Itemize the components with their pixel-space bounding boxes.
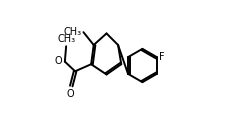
Text: O: O bbox=[55, 56, 63, 66]
Text: CH₃: CH₃ bbox=[63, 27, 82, 37]
Text: O: O bbox=[67, 89, 74, 99]
Text: CH₃: CH₃ bbox=[58, 34, 76, 44]
Text: F: F bbox=[159, 52, 165, 62]
